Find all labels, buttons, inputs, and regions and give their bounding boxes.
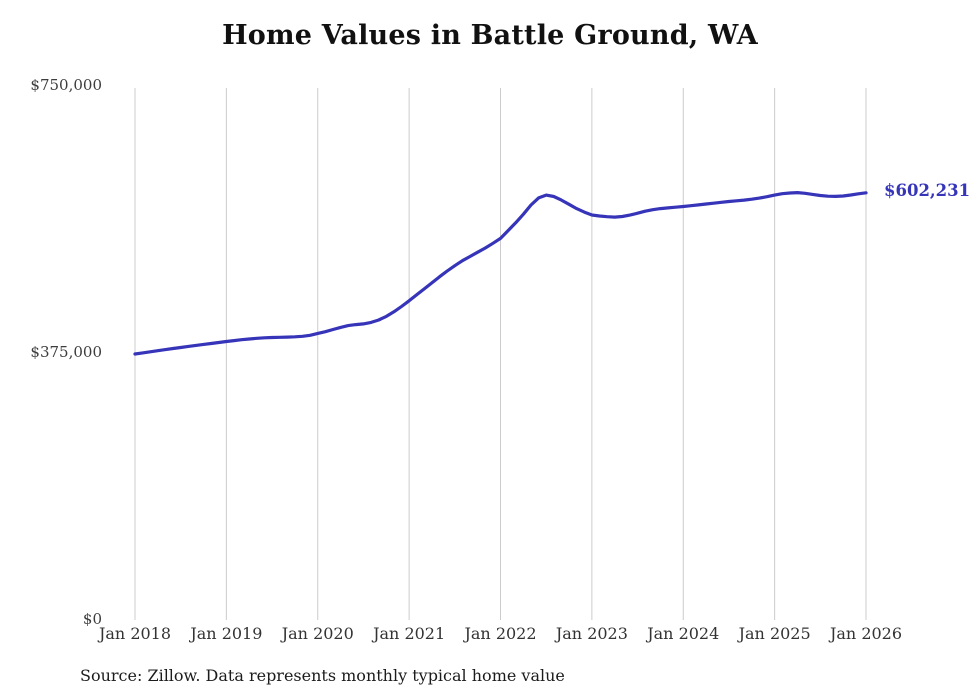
- series-end-value-label: $602,231: [884, 181, 971, 200]
- chart-title: Home Values in Battle Ground, WA: [222, 20, 758, 51]
- source-note: Source: Zillow. Data represents monthly …: [80, 666, 565, 685]
- home-value-line: [133, 191, 868, 356]
- y-tick-label-375000: $375,000: [30, 343, 102, 361]
- y-tick-label-750000: $750,000: [30, 76, 102, 94]
- y-tick-label-0: $0: [82, 610, 102, 628]
